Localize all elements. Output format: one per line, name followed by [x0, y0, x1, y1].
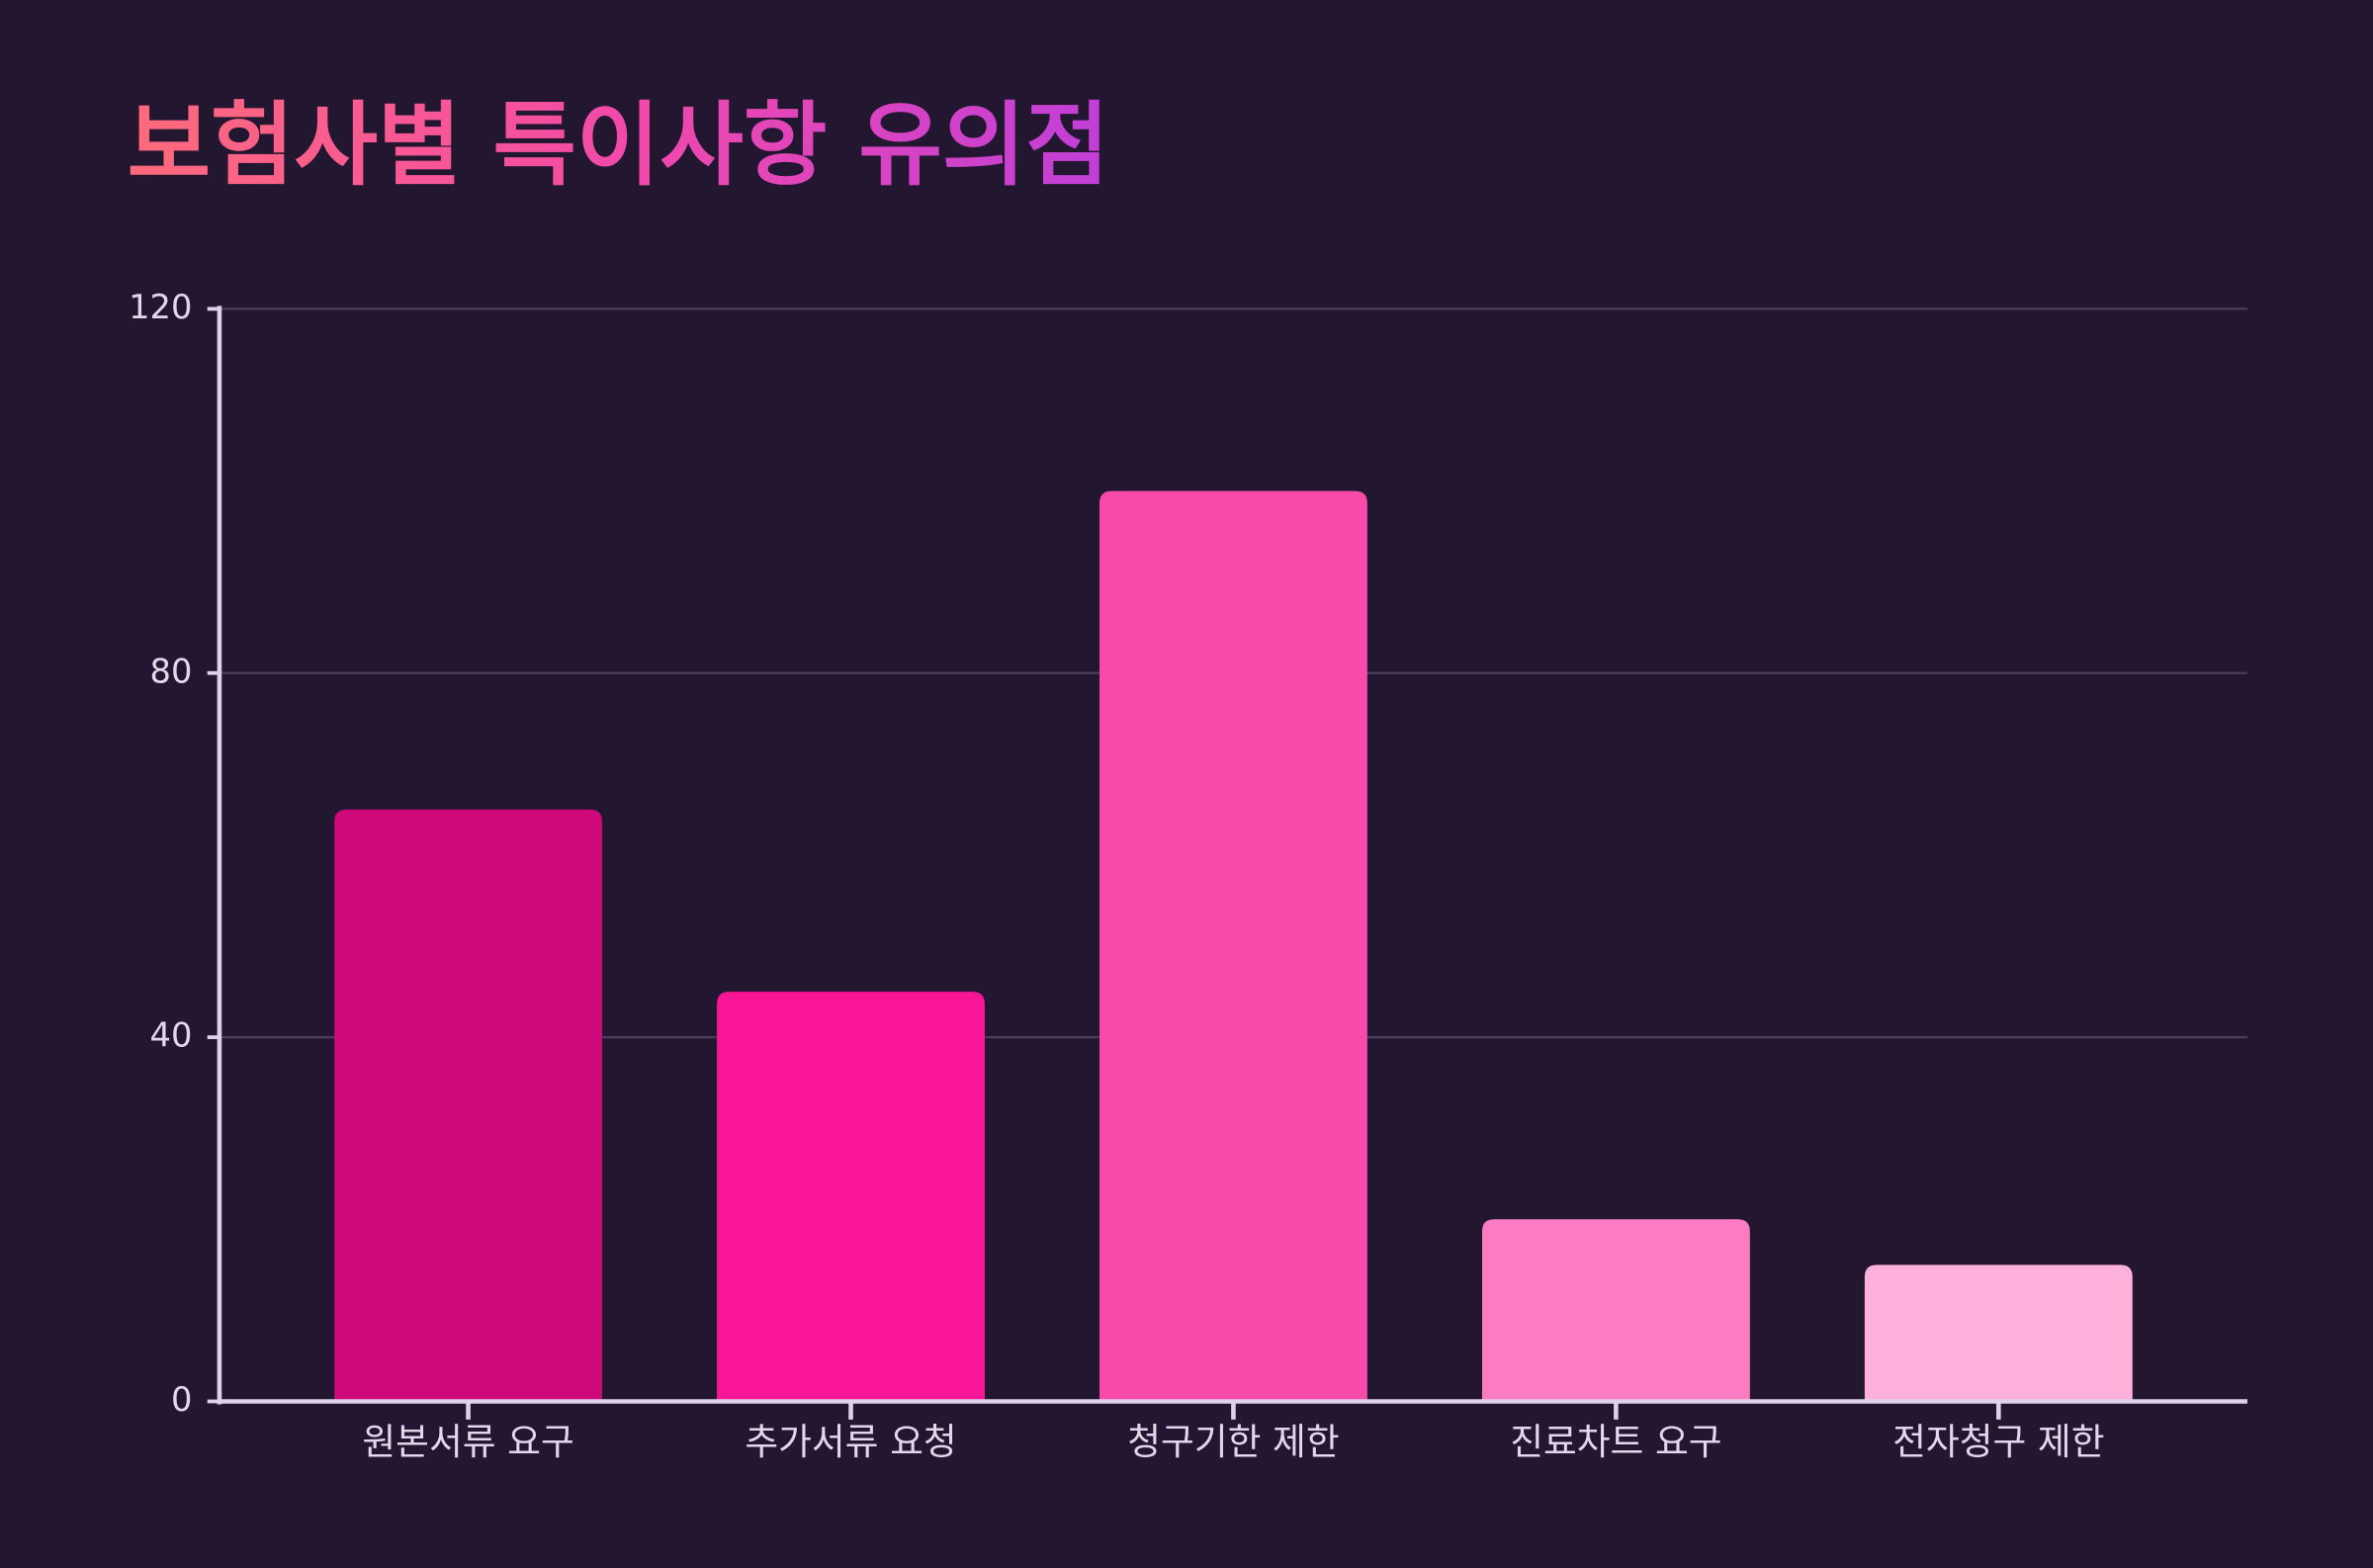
- x-tick-label: 전자청구 제한: [1892, 1421, 2104, 1463]
- x-tick-label: 추가서류 요청: [745, 1421, 956, 1463]
- x-tick-label: 진료차트 요구: [1510, 1421, 1721, 1463]
- y-tick-label: 80: [150, 652, 193, 690]
- y-tick-label: 120: [129, 288, 192, 326]
- bar: [334, 809, 602, 1402]
- bar: [1481, 1219, 1750, 1402]
- chart-title: 보험사별 특이사항 유의점: [128, 93, 1109, 199]
- bar: [1864, 1264, 2133, 1402]
- x-tick-label: 원본서류 요구: [362, 1421, 573, 1463]
- y-tick-label: 40: [150, 1016, 193, 1055]
- bar: [717, 992, 985, 1402]
- y-tick-label: 0: [171, 1380, 192, 1419]
- bar: [1099, 490, 1367, 1402]
- x-tick-label: 청구기한 제한: [1127, 1421, 1339, 1463]
